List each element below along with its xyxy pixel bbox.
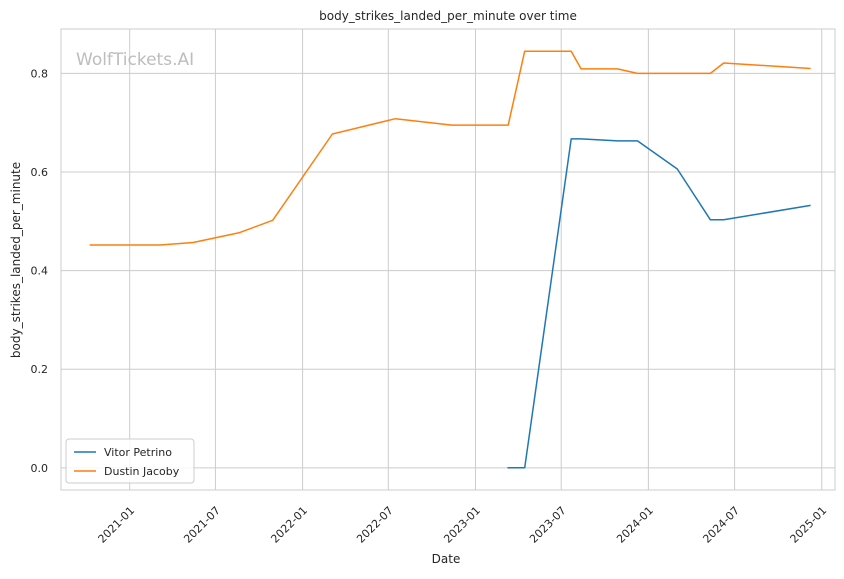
x-tick-label: 2021-01 <box>96 504 138 546</box>
series-line-dustin-jacoby <box>89 50 811 246</box>
x-tick-label: 2021-07 <box>181 504 223 546</box>
x-tick-label: 2024-07 <box>700 504 742 546</box>
x-axis-label: Date <box>432 552 461 566</box>
x-tick-label: 2024-01 <box>614 504 656 546</box>
x-tick-label: 2023-01 <box>441 504 483 546</box>
legend-label-vitor-petrino: Vitor Petrino <box>104 446 172 459</box>
plot-area <box>60 28 836 491</box>
series-line-vitor-petrino <box>507 138 811 469</box>
y-tick-label: 0.0 <box>31 462 49 475</box>
legend: Vitor Petrino Dustin Jacoby <box>65 438 195 484</box>
watermark: WolfTickets.AI <box>76 50 194 70</box>
y-axis-label: body_strikes_landed_per_minute <box>9 162 23 358</box>
x-tick-label: 2025-01 <box>788 504 830 546</box>
legend-label-dustin-jacoby: Dustin Jacoby <box>104 465 180 478</box>
y-tick-label: 0.6 <box>31 166 49 179</box>
y-tick-label: 0.8 <box>31 67 49 80</box>
x-tick-labels: 2021-01 2021-07 2022-01 2022-07 2023-01 2023-… <box>96 504 830 546</box>
chart-title: body_strikes_landed_per_minute over time <box>319 9 577 23</box>
y-tick-label: 0.4 <box>31 265 49 278</box>
series-layer <box>89 50 811 469</box>
x-tick-label: 2022-01 <box>268 504 310 546</box>
y-tick-label: 0.2 <box>31 363 49 376</box>
legend-box <box>65 438 195 484</box>
y-tick-labels: 0.0 0.2 0.4 0.6 0.8 <box>31 67 49 474</box>
x-tick-label: 2022-07 <box>354 504 396 546</box>
x-tick-label: 2023-07 <box>527 504 569 546</box>
